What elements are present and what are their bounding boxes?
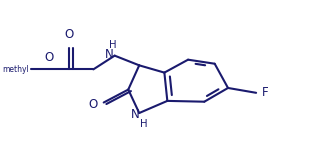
Text: F: F [261,86,268,99]
Text: H: H [140,119,148,129]
Text: N: N [105,48,114,61]
Text: H: H [109,40,117,51]
Text: O: O [44,51,54,64]
Text: methyl: methyl [3,65,29,74]
Text: O: O [64,28,74,41]
Text: O: O [88,98,97,111]
Text: N: N [131,108,140,121]
